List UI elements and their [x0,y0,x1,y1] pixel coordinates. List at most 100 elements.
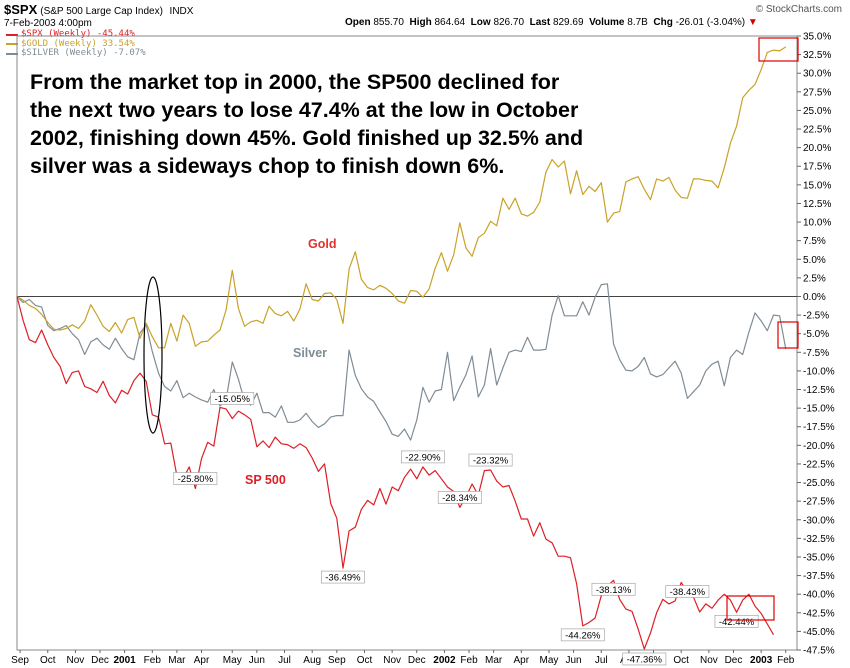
x-tick-label: May [223,655,242,666]
legend-item-gold: $GOLD (Weekly) 33.54% [6,38,146,50]
y-tick-label: -12.5% [803,385,835,396]
data-label-box [400,450,445,464]
y-tick-label: 2.5% [803,273,826,284]
x-tick-label: Jun [249,655,265,666]
exchange-code: INDX [169,6,194,17]
ticker-symbol: $SPX [4,2,38,17]
legend-swatch-spx [6,33,18,36]
y-tick-label: 7.5% [803,236,826,247]
x-tick-label: Apr [194,655,210,666]
data-label: -23.32% [473,456,509,467]
y-tick-label: -22.5% [803,459,835,470]
data-label: -25.80% [178,474,214,485]
data-label: -36.49% [325,573,361,584]
last-value: 829.69 [552,17,584,28]
data-label-box [437,491,482,504]
data-label: -42.44% [719,617,755,628]
highlight-box-silver [777,321,799,349]
y-tick-label: -5.0% [803,329,829,340]
y-tick-label: -17.5% [803,422,835,433]
x-tick-label: Aug [303,655,321,666]
data-label-box [560,628,605,642]
y-tick-label: -10.0% [803,366,835,377]
y-tick-label: 32.5% [803,50,831,61]
y-tick-label: -37.5% [803,571,835,582]
data-label: -15.05% [215,394,251,405]
highlight-box-gold [758,37,799,62]
data-label-box [591,582,636,596]
x-tick-label: Jun [566,655,582,666]
y-tick-label: 10.0% [803,218,831,229]
plot-frame [16,35,798,651]
x-tick-label: Sep [328,655,346,666]
open-label: Open [345,17,371,28]
data-label: -28.34% [442,493,478,504]
x-tick-label: Dec [725,655,743,666]
data-label-box [468,453,513,467]
y-tick-label: -42.5% [803,608,835,619]
y-tick-label: -20.0% [803,441,835,452]
y-tick-label: -27.5% [803,497,835,508]
x-tick-label: 2002 [433,655,456,666]
legend-item-spx: $SPX (Weekly) -45.44% [6,29,146,40]
series-line-silver [16,283,787,441]
data-label: -22.90% [405,452,441,463]
last-label: Last [529,17,551,28]
brand-watermark: © StockCharts.com [755,4,842,15]
y-tick-label: -25.0% [803,478,835,489]
x-tick-label: May [540,655,559,666]
y-tick-label: 20.0% [803,143,831,154]
high-value: 864.64 [434,17,466,28]
x-tick-label: Dec [408,655,426,666]
x-tick-label: Apr [514,655,530,666]
y-tick-label: 17.5% [803,162,831,173]
legend-label-gold: $GOLD (Weekly) 33.54% [21,38,135,49]
data-label: -38.43% [670,587,706,598]
x-tick-label: Oct [673,655,689,666]
y-tick-label: 5.0% [803,255,826,266]
chg-value: -26.01 (-3.04%) [675,17,746,28]
x-tick-label: Oct [357,655,373,666]
series-label-gold: Gold [308,237,336,251]
y-tick-label: 27.5% [803,87,831,98]
low-value: 826.70 [493,17,525,28]
highlight-ellipse [143,276,163,434]
x-tick-label: Feb [460,655,478,666]
legend-label-spx: $SPX (Weekly) -45.44% [21,29,135,39]
index-name: (S&P 500 Large Cap Index) [40,6,163,17]
data-label-box [321,570,365,584]
highlight-box-spx [726,595,775,621]
volume-value: 8.7B [627,17,648,28]
legend-swatch-gold [6,43,18,46]
data-label: -44.26% [565,630,601,641]
y-tick-label: -45.0% [803,627,835,638]
x-tick-label: Nov [383,655,401,666]
down-arrow-icon: ▼ [747,17,758,28]
y-tick-label: 25.0% [803,106,831,117]
ohlc-bar: Open 855.70 High 864.64 Low 826.70 Last … [345,17,758,28]
x-tick-label: Oct [40,655,56,666]
x-tick-label: Dec [91,655,109,666]
chart-ticker: $SPX (S&P 500 Large Cap Index) INDX [4,2,193,17]
series-line-sp-500 [16,296,775,650]
x-tick-label: Mar [485,655,503,666]
series-label-silver: Silver [293,346,327,360]
x-tick-label: Nov [67,655,85,666]
series-label-sp-500: SP 500 [245,473,286,487]
chg-label: Chg [653,17,673,28]
chart-legend: $SPX (Weekly) -45.44% $GOLD (Weekly) 33.… [6,29,146,59]
y-tick-label: -30.0% [803,515,835,526]
high-label: High [409,17,432,28]
y-tick-label: 15.0% [803,180,831,191]
x-tick-label: Jul [595,655,608,666]
y-tick-label: 35.0% [803,32,831,43]
x-tick-label: Mar [168,655,186,666]
legend-item-silver: $SILVER (Weekly) -7.07% [6,48,146,59]
y-tick-label: 22.5% [803,125,831,136]
x-tick-label: Nov [700,655,718,666]
annotation-text: From the market top in 2000, the SP500 d… [30,70,584,178]
x-tick-label: 2001 [114,655,137,666]
x-tick-label: Sep [11,655,29,666]
chart-date: 7-Feb-2003 4:00pm [4,18,92,29]
x-tick-label: 2003 [750,655,773,666]
